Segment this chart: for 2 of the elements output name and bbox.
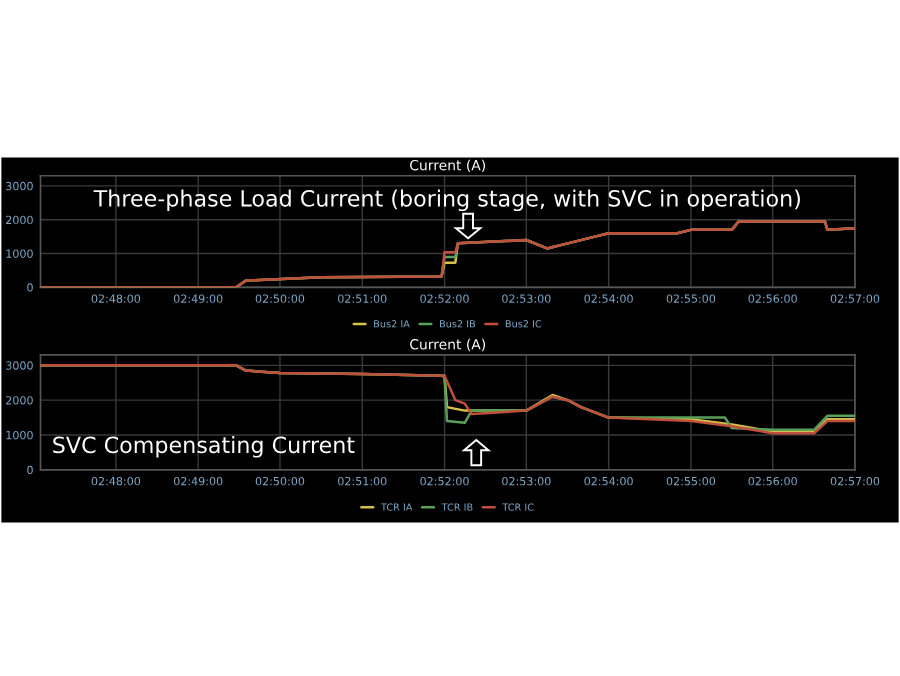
annotation: SVC Compensating Current [53, 436, 355, 458]
annotation: Three-phase Load Current (boring stage, with SVC in operation) [93, 189, 800, 212]
